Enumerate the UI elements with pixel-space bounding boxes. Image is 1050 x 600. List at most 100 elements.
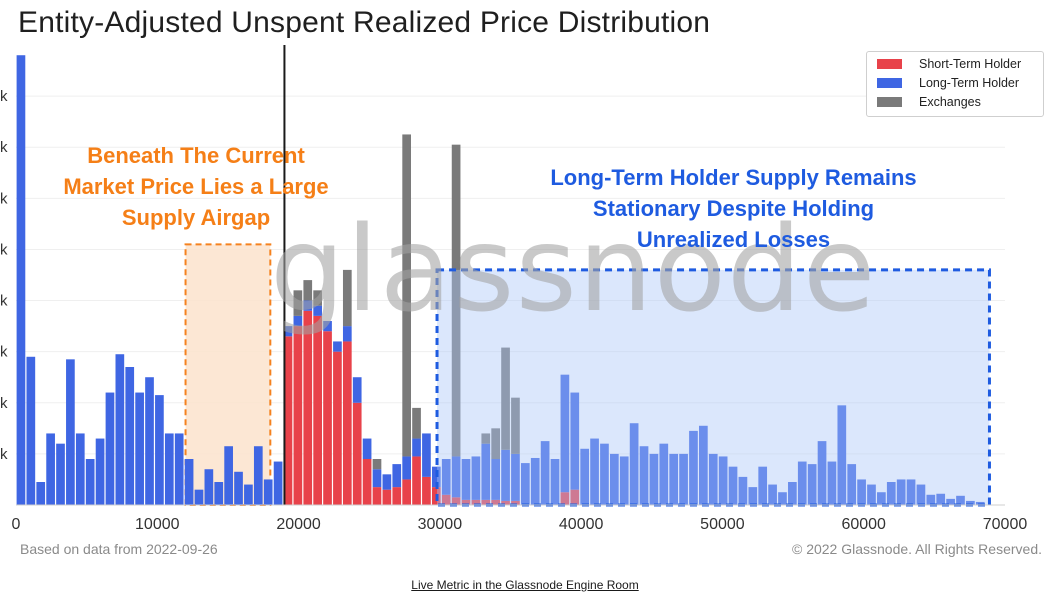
bar-exchanges <box>342 269 352 327</box>
bar-short-term-holder <box>560 492 570 505</box>
bar-long-term-holder <box>847 464 857 505</box>
bar-short-term-holder <box>352 402 362 505</box>
bar-long-term-holder <box>194 489 204 505</box>
bar-long-term-holder <box>26 356 36 505</box>
data-date-note: Based on data from 2022-09-26 <box>20 541 218 557</box>
bar-long-term-holder <box>244 484 253 505</box>
bar-long-term-holder <box>184 459 194 505</box>
bar-long-term-holder <box>867 484 876 505</box>
bar-long-term-holder <box>253 446 263 505</box>
live-metric-link-container: Live Metric in the Glassnode Engine Room <box>0 578 1050 592</box>
legend-swatch-short-term <box>877 59 902 69</box>
glassnode-watermark: glassnode <box>270 200 877 338</box>
bar-long-term-holder <box>788 482 797 505</box>
bar-long-term-holder <box>580 448 590 505</box>
y-tick-label: k <box>0 293 8 310</box>
bar-long-term-holder <box>600 443 609 505</box>
bar-long-term-holder <box>511 453 520 501</box>
bar-long-term-holder <box>639 446 649 505</box>
bar-long-term-holder <box>886 482 896 505</box>
bar-short-term-holder <box>501 500 510 505</box>
bar-exchanges <box>412 407 421 439</box>
bar-long-term-holder <box>204 469 214 505</box>
bar-long-term-holder <box>570 392 580 490</box>
bar-long-term-holder <box>857 479 866 505</box>
bar-long-term-holder <box>135 392 144 505</box>
bar-long-term-holder <box>85 459 95 505</box>
bar-long-term-holder <box>501 449 510 501</box>
y-tick-label: k <box>0 190 8 207</box>
bar-long-term-holder <box>520 463 530 505</box>
bar-long-term-holder <box>817 441 827 505</box>
bar-long-term-holder <box>66 359 75 505</box>
bar-short-term-holder <box>342 341 352 505</box>
bar-long-term-holder <box>372 469 382 488</box>
bar-long-term-holder <box>975 501 985 505</box>
bar-long-term-holder <box>718 456 728 505</box>
bar-long-term-holder <box>550 459 560 505</box>
chart-plot: k k k k k k k k 0 10000 20000 30000 40000 50000 60000 7… <box>0 45 1027 533</box>
bar-long-term-holder <box>293 315 303 327</box>
bar-exchanges <box>313 290 322 306</box>
bar-short-term-holder <box>570 489 580 505</box>
bar-long-term-holder <box>669 453 679 505</box>
bar-long-term-holder <box>214 482 224 505</box>
bar-long-term-holder <box>441 459 451 495</box>
bar-long-term-holder <box>422 433 431 477</box>
copyright-note: © 2022 Glassnode. All Rights Reserved. <box>791 541 1042 557</box>
bar-long-term-holder <box>560 374 570 493</box>
bar-long-term-holder <box>352 377 362 403</box>
y-tick-label: k <box>0 446 8 463</box>
legend-label-long-term: Long-Term Holder <box>919 76 1020 90</box>
lth-region <box>435 268 991 507</box>
bar-long-term-holder <box>313 305 322 316</box>
bar-exchanges <box>501 347 510 450</box>
bar-long-term-holder <box>530 457 540 505</box>
bar-long-term-holder <box>333 341 342 352</box>
bar-long-term-holder <box>629 423 639 505</box>
bar-long-term-holder <box>303 300 313 311</box>
x-tick-label: 50000 <box>700 516 745 533</box>
bar-short-term-holder <box>402 479 411 505</box>
bar-long-term-holder <box>155 395 164 505</box>
y-tick-label: k <box>0 88 8 105</box>
legend-item-short-term: Short-Term Holder <box>877 56 1021 72</box>
bar-long-term-holder <box>797 461 807 505</box>
bar-long-term-holder <box>619 456 629 505</box>
bar-short-term-holder <box>511 500 520 505</box>
bar-long-term-holder <box>748 487 758 505</box>
bar-long-term-holder <box>115 354 125 505</box>
airgap-annotation: Beneath The Current Market Price Lies a … <box>63 143 329 230</box>
bar-long-term-holder <box>738 476 748 505</box>
bar-long-term-holder <box>540 441 550 505</box>
bar-short-term-holder <box>422 476 431 505</box>
bar-exchanges <box>451 144 461 457</box>
bar-short-term-holder <box>303 310 313 505</box>
bar-long-term-holder <box>827 461 837 505</box>
bar-short-term-holder <box>392 487 402 505</box>
bar-long-term-holder <box>263 479 273 505</box>
bar-short-term-holder <box>441 494 451 505</box>
bar-short-term-holder <box>333 351 342 505</box>
bar-long-term-holder <box>699 425 708 505</box>
bar-short-term-holder <box>382 489 392 505</box>
y-tick-label: k <box>0 344 8 361</box>
bar-long-term-holder <box>174 433 184 505</box>
bar-long-term-holder <box>273 461 283 505</box>
live-metric-link[interactable]: Live Metric in the Glassnode Engine Room <box>411 578 639 592</box>
bar-long-term-holder <box>342 326 352 342</box>
bar-short-term-holder <box>283 336 293 505</box>
bar-long-term-holder <box>75 433 85 505</box>
bar-exchanges <box>481 433 491 444</box>
bar-long-term-holder <box>659 443 669 505</box>
bar-long-term-holder <box>46 433 55 505</box>
bar-short-term-holder <box>362 459 372 505</box>
bar-long-term-holder <box>392 464 402 488</box>
bar-long-term-holder <box>323 321 332 332</box>
bar-long-term-holder <box>481 443 491 500</box>
bar-exchanges <box>511 397 520 454</box>
y-tick-label: k <box>0 395 8 412</box>
bar-long-term-holder <box>402 456 411 480</box>
bar-long-term-holder <box>807 464 817 505</box>
bar-long-term-holder <box>105 392 115 505</box>
